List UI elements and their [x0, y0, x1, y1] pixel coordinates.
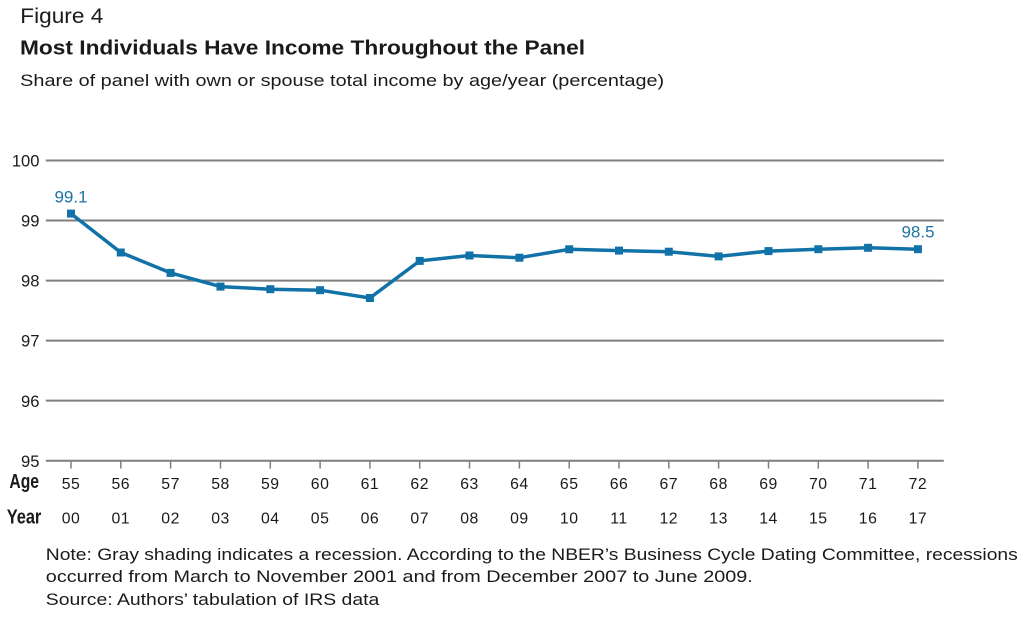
svg-text:Share of panel with own or spo: Share of panel with own or spouse total …: [20, 71, 664, 90]
svg-text:64: 64: [510, 476, 529, 493]
svg-text:10: 10: [560, 510, 579, 527]
svg-text:11: 11: [610, 510, 627, 527]
svg-text:16: 16: [859, 510, 878, 527]
svg-text:15: 15: [809, 510, 828, 527]
svg-text:63: 63: [460, 476, 479, 493]
svg-text:71: 71: [859, 476, 878, 493]
svg-text:70: 70: [809, 476, 828, 493]
svg-text:68: 68: [709, 476, 728, 493]
svg-text:56: 56: [112, 476, 131, 493]
svg-text:66: 66: [610, 476, 629, 493]
svg-text:98: 98: [21, 272, 39, 291]
svg-text:Year: Year: [7, 507, 42, 529]
svg-text:95: 95: [21, 452, 39, 471]
svg-text:06: 06: [361, 510, 380, 527]
svg-text:12: 12: [660, 510, 679, 527]
svg-text:Age: Age: [9, 471, 39, 493]
svg-text:Note: Gray shading indicates a: Note: Gray shading indicates a recession…: [46, 545, 1018, 564]
svg-text:55: 55: [62, 476, 81, 493]
svg-text:07: 07: [410, 510, 429, 527]
svg-text:04: 04: [261, 510, 280, 527]
svg-text:100: 100: [12, 152, 40, 171]
svg-text:61: 61: [361, 476, 380, 493]
svg-text:59: 59: [261, 476, 280, 493]
svg-text:62: 62: [410, 476, 429, 493]
svg-text:69: 69: [759, 476, 778, 493]
svg-text:occurred from March to Novembe: occurred from March to November 2001 and…: [46, 567, 753, 586]
svg-text:57: 57: [161, 476, 180, 493]
svg-text:60: 60: [311, 476, 330, 493]
svg-text:14: 14: [759, 510, 778, 527]
svg-text:03: 03: [211, 510, 230, 527]
svg-text:01: 01: [112, 510, 131, 527]
svg-text:08: 08: [460, 510, 479, 527]
svg-text:99: 99: [21, 212, 39, 231]
svg-text:97: 97: [21, 332, 39, 351]
svg-text:96: 96: [21, 392, 39, 411]
svg-text:00: 00: [62, 510, 81, 527]
svg-text:58: 58: [211, 476, 230, 493]
svg-text:13: 13: [709, 510, 728, 527]
svg-text:02: 02: [161, 510, 180, 527]
svg-text:17: 17: [909, 510, 928, 527]
svg-text:65: 65: [560, 476, 579, 493]
svg-text:Most Individuals Have Income T: Most Individuals Have Income Throughout …: [20, 38, 585, 60]
svg-text:72: 72: [909, 476, 928, 493]
svg-text:99.1: 99.1: [54, 187, 87, 206]
svg-text:67: 67: [660, 476, 679, 493]
svg-text:09: 09: [510, 510, 529, 527]
svg-text:Figure 4: Figure 4: [20, 5, 103, 28]
svg-text:98.5: 98.5: [901, 222, 934, 241]
svg-text:Source: Authors’ tabulation of: Source: Authors’ tabulation of IRS data: [46, 590, 380, 609]
svg-text:05: 05: [311, 510, 330, 527]
